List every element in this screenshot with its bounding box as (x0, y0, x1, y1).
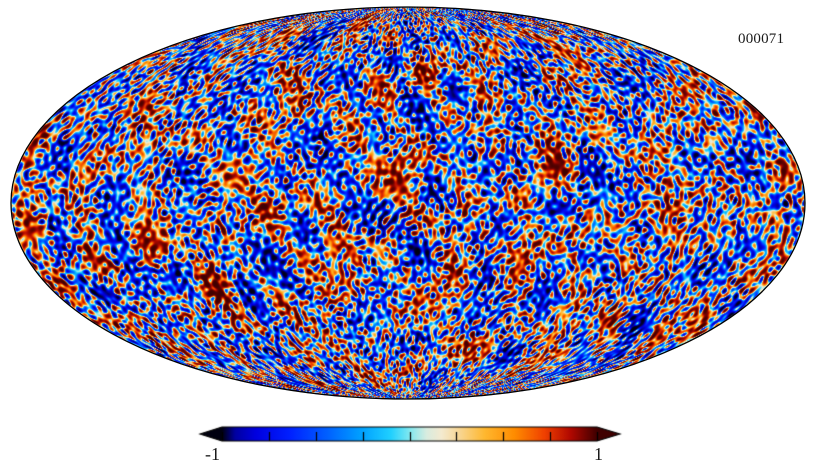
sky-map-panel (0, 0, 817, 410)
map-id-label: 000071 (738, 31, 785, 47)
colorbar-max-label: 1 (594, 444, 603, 464)
sky-map-canvas (0, 0, 817, 410)
colorbar-min-label: -1 (205, 444, 220, 464)
colorbar-canvas (0, 410, 817, 474)
colorbar-panel: -1 1 (0, 410, 817, 474)
